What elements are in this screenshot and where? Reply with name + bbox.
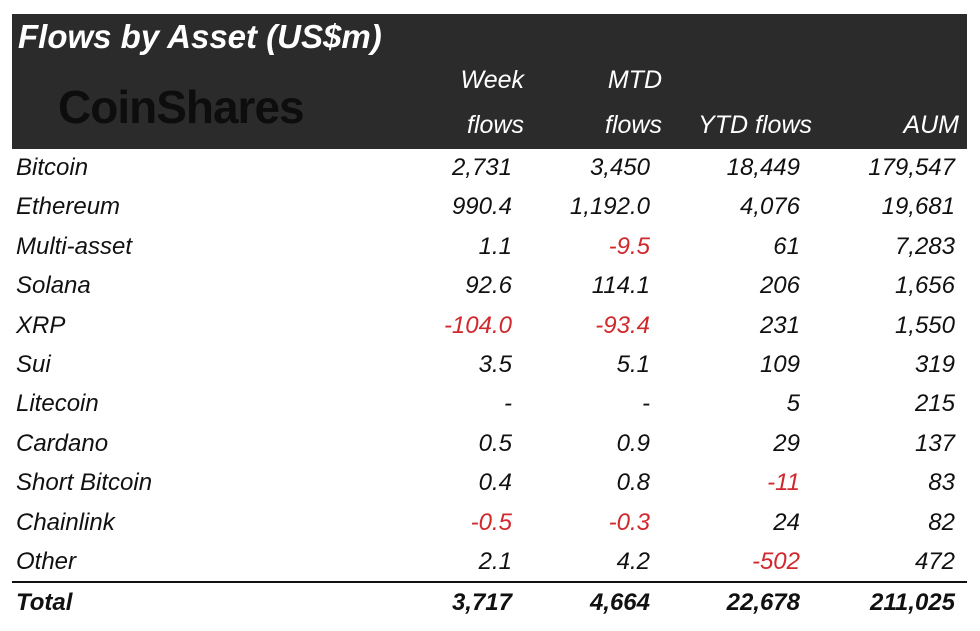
total-label: Total	[16, 589, 73, 616]
header-week-line1: Week	[460, 66, 524, 94]
ytd-flows-cell: 206	[759, 272, 800, 300]
mtd-flows-cell: 114.1	[591, 272, 650, 300]
ytd-flows-cell: -11	[767, 469, 800, 497]
week-flows-cell: -104.0	[443, 311, 512, 339]
asset-name: Other	[16, 548, 77, 575]
asset-name: XRP	[16, 311, 66, 339]
aum-cell: 1,550	[894, 311, 955, 339]
week-flows-cell: 92.6	[465, 272, 512, 300]
aum-cell: 82	[928, 508, 955, 536]
ytd-flows-cell: 231	[759, 311, 800, 339]
asset-name: Litecoin	[16, 390, 99, 418]
table-row: Sui 3.5 5.1 109 319	[12, 345, 967, 384]
week-flows-cell: 2.1	[478, 548, 512, 575]
total-divider	[12, 581, 967, 583]
table-row: Cardano 0.5 0.9 29 137	[12, 424, 967, 463]
table-row: Solana 92.6 114.1 206 1,656	[12, 266, 967, 305]
week-flows-cell: 0.5	[478, 429, 512, 457]
ytd-flows-cell: 4,076	[739, 193, 800, 221]
header-week-line2: flows	[467, 111, 524, 139]
aum-cell: 215	[914, 390, 955, 418]
header-mtd-line1: MTD	[607, 66, 662, 94]
header-mtd-line2: flows	[605, 111, 662, 139]
mtd-flows-cell: 1,192.0	[569, 193, 650, 221]
week-flows-cell: -	[504, 390, 512, 418]
mtd-flows-cell: -0.3	[608, 508, 650, 536]
table-row: Chainlink -0.5 -0.3 24 82	[12, 503, 967, 542]
asset-name: Solana	[16, 272, 91, 300]
table-header: Flows by Asset (US$m) CoinShares Week fl…	[12, 14, 967, 149]
page-title: Flows by Asset (US$m)	[18, 18, 382, 55]
table-row: Ethereum 990.4 1,192.0 4,076 19,681	[12, 187, 967, 226]
asset-name: Chainlink	[16, 508, 115, 536]
week-flows-cell: -0.5	[470, 508, 512, 536]
ytd-flows-cell: 109	[759, 351, 800, 378]
week-flows-cell: 2,731	[451, 154, 512, 181]
ytd-flows-cell: 18,449	[726, 154, 800, 181]
table-row: Multi-asset 1.1 -9.5 61 7,283	[12, 227, 967, 266]
mtd-flows-cell: -	[642, 390, 650, 418]
aum-cell: 137	[914, 429, 955, 457]
coinshares-logo: CoinShares	[58, 81, 305, 133]
total-week-flows: 3,717	[451, 589, 512, 616]
aum-cell: 319	[914, 351, 955, 378]
asset-name: Multi-asset	[16, 232, 133, 260]
mtd-flows-cell: 0.9	[616, 429, 650, 457]
aum-cell: 1,656	[894, 272, 955, 300]
aum-cell: 7,283	[894, 232, 955, 260]
mtd-flows-cell: 5.1	[616, 351, 650, 378]
asset-name: Cardano	[16, 429, 109, 457]
aum-cell: 179,547	[868, 154, 955, 181]
week-flows-cell: 1.1	[478, 232, 512, 260]
total-ytd-flows: 22,678	[726, 589, 800, 616]
week-flows-cell: 0.4	[478, 469, 512, 497]
header-ytd-line2: YTD flows	[698, 111, 812, 139]
asset-name: Short Bitcoin	[16, 469, 153, 497]
total-row: Total 3,717 4,664 22,678 211,025	[12, 583, 967, 622]
table-row: XRP -104.0 -93.4 231 1,550	[12, 306, 967, 345]
ytd-flows-cell: 24	[773, 508, 800, 536]
table-row: Short Bitcoin 0.4 0.8 -11 83	[12, 463, 967, 502]
ytd-flows-cell: -502	[751, 548, 800, 575]
asset-name: Ethereum	[16, 193, 121, 221]
aum-cell: 19,681	[881, 193, 955, 221]
mtd-flows-cell: -9.5	[608, 232, 650, 260]
aum-cell: 83	[928, 469, 955, 497]
total-mtd-flows: 4,664	[589, 589, 650, 616]
mtd-flows-cell: 4.2	[616, 548, 650, 575]
mtd-flows-cell: -93.4	[595, 311, 650, 339]
ytd-flows-cell: 61	[773, 232, 800, 260]
mtd-flows-cell: 3,450	[589, 154, 650, 181]
aum-cell: 472	[914, 548, 955, 575]
asset-name: Sui	[16, 351, 51, 378]
asset-name: Bitcoin	[16, 154, 89, 181]
table-row: Other 2.1 4.2 -502 472	[12, 542, 967, 581]
total-aum: 211,025	[870, 589, 955, 616]
ytd-flows-cell: 5	[786, 390, 800, 418]
table-row: Litecoin - - 5 215	[12, 384, 967, 423]
header-aum-line2: AUM	[903, 111, 959, 139]
mtd-flows-cell: 0.8	[616, 469, 650, 497]
table-row: Bitcoin 2,731 3,450 18,449 179,547	[12, 148, 967, 187]
week-flows-cell: 990.4	[451, 193, 512, 221]
ytd-flows-cell: 29	[773, 429, 800, 457]
week-flows-cell: 3.5	[478, 351, 512, 378]
